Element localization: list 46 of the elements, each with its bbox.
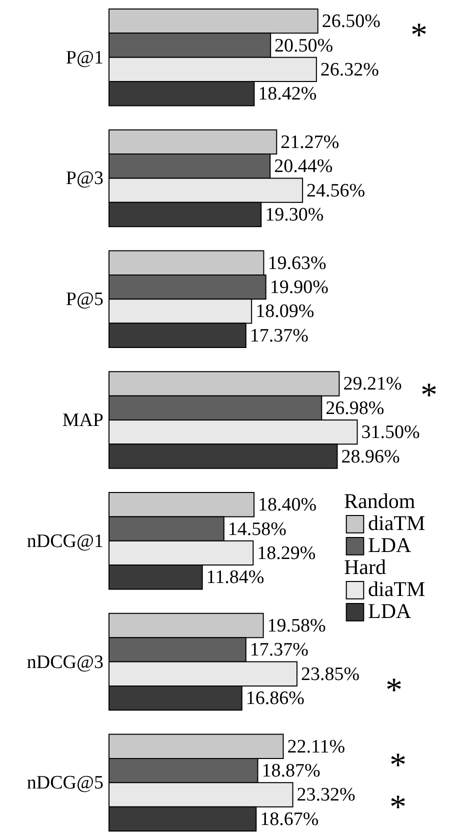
data-label: 17.37% <box>250 325 309 346</box>
data-label: 18.87% <box>262 760 320 782</box>
legend-label: LDA <box>368 533 412 558</box>
annotation: Random <box>344 489 416 514</box>
data-label: 19.30% <box>265 204 324 226</box>
y-tick-label: nDCG@5 <box>26 772 104 794</box>
data-label: 21.27% <box>280 132 340 153</box>
data-label: 26.98% <box>326 398 384 419</box>
legend-label: diaTM <box>368 577 426 602</box>
y-tick-label: nDCG@1 <box>26 530 104 552</box>
data-label: 16.86% <box>246 688 305 710</box>
y-tick-label: P@5 <box>66 289 104 310</box>
data-label: 14.58% <box>228 518 287 540</box>
data-label: 17.37% <box>250 640 309 661</box>
data-label: 22.11% <box>287 736 346 758</box>
data-label: 26.50% <box>322 11 381 32</box>
annotation: * <box>420 377 438 414</box>
data-label: 18.09% <box>256 301 314 322</box>
data-label: 28.96% <box>341 446 400 468</box>
y-tick-label: P@3 <box>66 168 104 190</box>
data-label: 26.32% <box>320 59 380 80</box>
data-label: 18.29% <box>257 542 316 564</box>
legend-label: diaTM <box>368 511 426 536</box>
data-label: 11.84% <box>206 567 264 588</box>
data-label: 18.67% <box>260 808 319 830</box>
annotation: * <box>390 789 406 826</box>
data-label: 18.42% <box>258 84 317 105</box>
data-label: 20.50% <box>274 35 334 56</box>
data-label: 19.63% <box>268 252 326 274</box>
data-label: 31.50% <box>361 422 420 444</box>
data-label: 24.56% <box>306 180 366 202</box>
annotation: * <box>410 17 428 54</box>
annotation: * <box>386 672 402 709</box>
data-label: 23.85% <box>300 664 360 685</box>
annotation: Hard <box>344 555 386 580</box>
data-label: 23.32% <box>296 784 356 806</box>
data-label: 29.21% <box>343 374 402 395</box>
y-tick-label: MAP <box>62 410 104 431</box>
data-label: 18.40% <box>258 494 317 516</box>
y-tick-label: P@1 <box>66 47 104 68</box>
annotation: * <box>390 747 406 784</box>
data-label: 19.90% <box>270 277 329 298</box>
data-label: 19.58% <box>267 616 326 636</box>
data-label: 20.44% <box>274 156 333 178</box>
y-tick-label: nDCG@3 <box>26 652 104 673</box>
legend-label: LDA <box>368 599 412 624</box>
